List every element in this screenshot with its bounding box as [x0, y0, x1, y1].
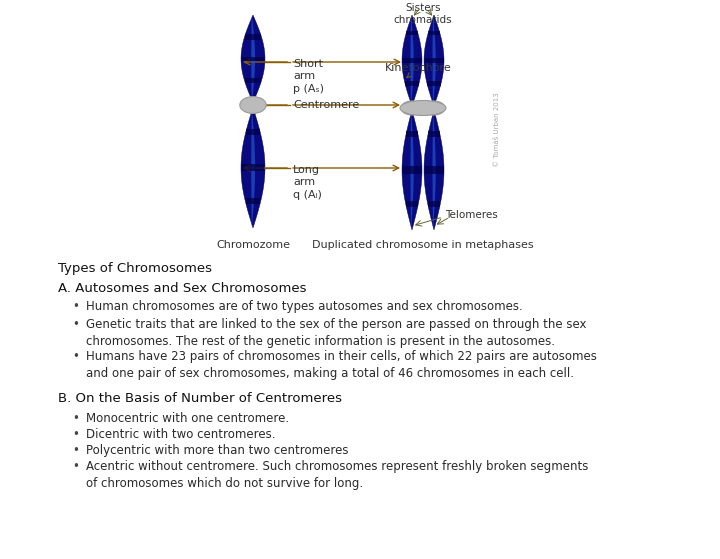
- Text: Humans have 23 pairs of chromosomes in their cells, of which 22 pairs are autoso: Humans have 23 pairs of chromosomes in t…: [86, 350, 597, 380]
- Text: Genetic traits that are linked to the sex of the person are passed on through th: Genetic traits that are linked to the se…: [86, 318, 587, 348]
- Bar: [402, 58, 421, 63]
- Bar: [428, 31, 440, 35]
- Bar: [246, 129, 260, 135]
- Bar: [406, 131, 418, 137]
- Text: Dicentric with two centromeres.: Dicentric with two centromeres.: [86, 428, 276, 441]
- Text: •: •: [72, 460, 79, 473]
- Polygon shape: [402, 15, 422, 106]
- Text: •: •: [72, 412, 79, 425]
- Bar: [428, 201, 440, 207]
- Text: Telomeres: Telomeres: [445, 210, 498, 220]
- Text: Duplicated chromosome in metaphases: Duplicated chromosome in metaphases: [312, 240, 534, 250]
- Text: © Tomáš Urban 2013: © Tomáš Urban 2013: [494, 93, 500, 167]
- Text: Short
arm
p (Aₛ): Short arm p (Aₛ): [293, 59, 324, 94]
- Text: •: •: [72, 428, 79, 441]
- Text: Types of Chromosomes: Types of Chromosomes: [58, 262, 212, 275]
- Text: Long
arm
q (Aₗ): Long arm q (Aₗ): [293, 165, 322, 200]
- Polygon shape: [251, 15, 255, 103]
- Text: •: •: [72, 300, 79, 313]
- Bar: [246, 198, 260, 205]
- Ellipse shape: [401, 101, 423, 115]
- Polygon shape: [251, 107, 255, 228]
- Text: Kinetochore: Kinetochore: [385, 63, 451, 78]
- Polygon shape: [402, 110, 422, 230]
- Polygon shape: [410, 110, 414, 230]
- Polygon shape: [241, 15, 265, 103]
- Ellipse shape: [240, 97, 266, 113]
- Ellipse shape: [423, 101, 445, 115]
- Bar: [427, 81, 441, 86]
- Polygon shape: [433, 110, 436, 230]
- Text: Chromozome: Chromozome: [216, 240, 290, 250]
- Bar: [406, 201, 418, 207]
- Ellipse shape: [400, 101, 446, 116]
- Polygon shape: [241, 107, 265, 228]
- Bar: [425, 167, 444, 174]
- Bar: [405, 81, 419, 86]
- Bar: [428, 131, 440, 137]
- Text: A. Autosomes and Sex Chromosomes: A. Autosomes and Sex Chromosomes: [58, 282, 307, 295]
- Bar: [425, 58, 444, 63]
- Polygon shape: [410, 15, 414, 106]
- Bar: [242, 164, 264, 171]
- Bar: [242, 56, 264, 61]
- Text: Polycentric with more than two centromeres: Polycentric with more than two centromer…: [86, 444, 348, 457]
- Polygon shape: [433, 15, 436, 106]
- Bar: [245, 78, 261, 83]
- Bar: [402, 167, 421, 174]
- Text: Centromere: Centromere: [293, 100, 359, 110]
- Text: Human chromosomes are of two types autosomes and sex chromosomes.: Human chromosomes are of two types autos…: [86, 300, 523, 313]
- Text: Monocentric with one centromere.: Monocentric with one centromere.: [86, 412, 289, 425]
- Bar: [406, 31, 418, 35]
- Text: •: •: [72, 444, 79, 457]
- Polygon shape: [424, 15, 444, 106]
- Text: Acentric without centromere. Such chromosomes represent freshly broken segments
: Acentric without centromere. Such chromo…: [86, 460, 588, 490]
- Polygon shape: [424, 110, 444, 230]
- Bar: [245, 34, 261, 40]
- Text: B. On the Basis of Number of Centromeres: B. On the Basis of Number of Centromeres: [58, 392, 342, 405]
- Text: •: •: [72, 318, 79, 331]
- Text: Sisters
chromatids: Sisters chromatids: [394, 3, 452, 25]
- Text: •: •: [72, 350, 79, 363]
